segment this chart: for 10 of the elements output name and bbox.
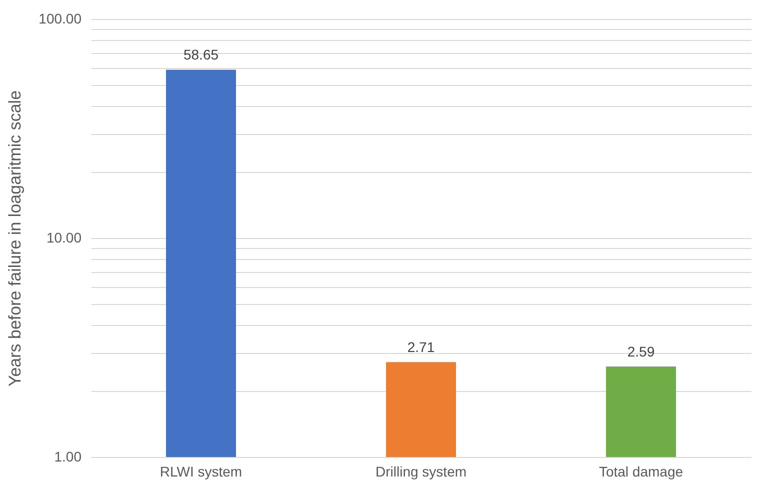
x-tick-label: RLWI system <box>160 464 242 480</box>
data-label: 2.71 <box>407 339 435 356</box>
y-tick-label: 10.00 <box>46 230 82 246</box>
data-label: 58.65 <box>183 46 219 63</box>
x-tick-label: Drilling system <box>375 464 467 480</box>
y-tick-label: 100.00 <box>38 10 82 26</box>
data-label: 2.59 <box>627 343 655 360</box>
y-tick-label: 1.00 <box>54 448 82 464</box>
x-tick-label: Total damage <box>598 464 684 480</box>
y-axis-title: Years before failure in loagaritmic scale <box>6 90 25 387</box>
